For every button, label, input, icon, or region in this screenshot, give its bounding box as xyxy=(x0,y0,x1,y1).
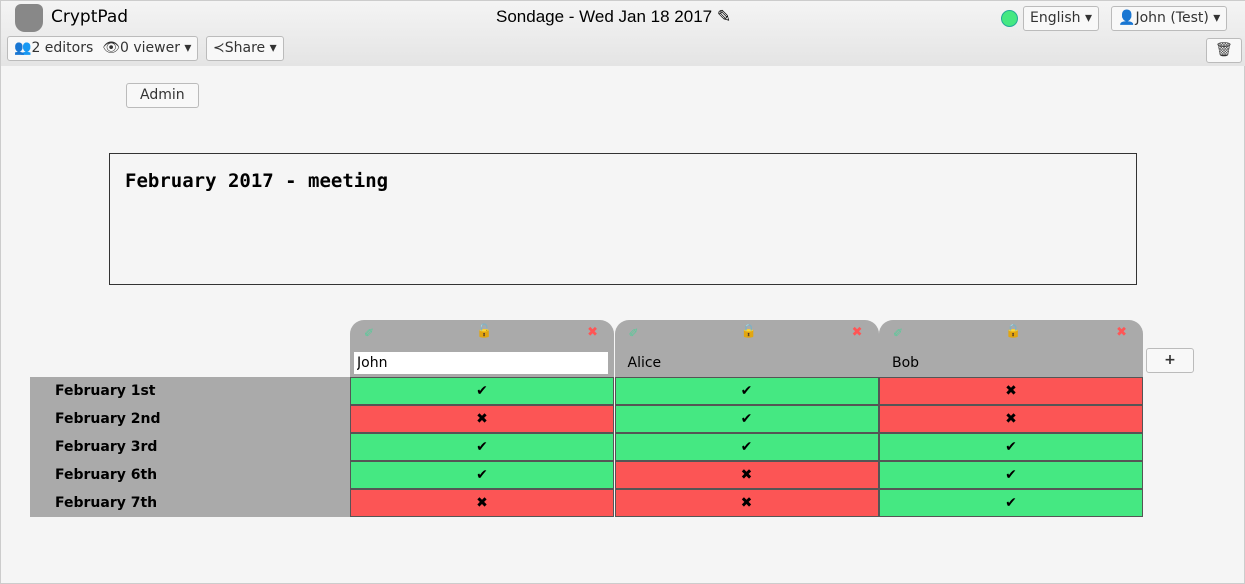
vote-cell[interactable]: ✔ xyxy=(879,433,1143,461)
remove-column-icon[interactable]: ✖ xyxy=(587,325,598,340)
edit-icon[interactable]: ✐ xyxy=(628,326,639,340)
pencil-icon[interactable]: ✎ xyxy=(716,7,732,26)
cross-icon: ✖ xyxy=(476,411,488,427)
add-column-button[interactable]: + xyxy=(1146,348,1194,373)
cross-icon: ✖ xyxy=(476,495,488,511)
user-label: John (Test) xyxy=(1135,10,1209,26)
cryptpad-logo-icon xyxy=(15,4,43,32)
column-name: Alice xyxy=(627,355,662,371)
caret-down-icon: ▾ xyxy=(1213,10,1221,26)
title-text: Sondage - Wed Jan 18 2017 xyxy=(496,7,713,26)
caret-down-icon: ▾ xyxy=(269,40,277,56)
check-icon: ✔ xyxy=(1005,439,1017,455)
column-header: ✐ 🔓 ✖ xyxy=(350,320,614,377)
row-label[interactable]: February 2nd xyxy=(30,405,350,433)
cross-icon: ✖ xyxy=(1005,411,1017,427)
check-icon: ✔ xyxy=(476,439,488,455)
vote-cell[interactable]: ✖ xyxy=(350,489,614,517)
cross-icon: ✖ xyxy=(740,467,753,483)
cross-icon: ✖ xyxy=(740,495,753,511)
check-icon: ✔ xyxy=(740,439,753,455)
app-name: CryptPad xyxy=(51,7,129,27)
vote-cell[interactable]: ✖ xyxy=(614,489,879,517)
poll-description[interactable]: February 2017 - meeting xyxy=(109,153,1137,285)
viewers-count: 0 viewer xyxy=(119,40,180,56)
vote-cell[interactable]: ✖ xyxy=(879,377,1143,405)
vote-cell[interactable]: ✔ xyxy=(614,433,879,461)
vote-cell[interactable]: ✔ xyxy=(350,461,614,489)
row-label[interactable]: February 1st xyxy=(30,377,350,405)
language-select[interactable]: English ▾ xyxy=(1023,6,1100,31)
edit-icon[interactable]: ✐ xyxy=(893,326,904,340)
column-name-input[interactable] xyxy=(354,352,608,374)
edit-icon[interactable]: ✐ xyxy=(364,326,375,340)
share-button[interactable]: ≺Share ▾ xyxy=(206,36,284,61)
unlock-icon[interactable]: 🔓 xyxy=(476,324,493,339)
row-label[interactable]: February 6th xyxy=(30,461,350,489)
vote-cell[interactable]: ✔ xyxy=(614,377,879,405)
vote-cell[interactable]: ✔ xyxy=(350,433,614,461)
trash-icon: 🗑 xyxy=(1215,42,1233,58)
language-label: English xyxy=(1030,10,1081,26)
lock-icon[interactable]: 🔒 xyxy=(740,324,757,339)
column-name: Bob xyxy=(892,355,920,371)
toolbar: CryptPad Sondage - Wed Jan 18 2017 ✎ Eng… xyxy=(1,1,1245,66)
vote-cell[interactable]: ✔ xyxy=(879,461,1143,489)
check-icon: ✔ xyxy=(740,383,753,399)
row-label[interactable]: February 3rd xyxy=(30,433,350,461)
lock-icon[interactable]: 🔒 xyxy=(1005,324,1022,339)
column-header: ✐ 🔒 ✖ Alice xyxy=(614,320,879,377)
check-icon: ✔ xyxy=(740,411,753,427)
pad-title[interactable]: Sondage - Wed Jan 18 2017 ✎ xyxy=(496,7,731,27)
share-icon: ≺ xyxy=(213,40,225,56)
users-icon: 👥 xyxy=(14,40,32,56)
check-icon: ✔ xyxy=(1005,467,1017,483)
vote-cell[interactable]: ✔ xyxy=(350,377,614,405)
row-label[interactable]: February 7th xyxy=(30,489,350,517)
remove-column-icon[interactable]: ✖ xyxy=(1116,325,1127,340)
admin-button[interactable]: Admin xyxy=(126,83,199,108)
check-icon: ✔ xyxy=(476,467,488,483)
connection-status-icon xyxy=(1001,10,1018,27)
vote-cell[interactable]: ✖ xyxy=(350,405,614,433)
caret-down-icon: ▾ xyxy=(1085,10,1093,26)
user-icon: 👤 xyxy=(1118,10,1136,26)
column-header: ✐ 🔒 ✖ Bob xyxy=(879,320,1143,377)
vote-cell[interactable]: ✔ xyxy=(614,405,879,433)
vote-cell[interactable]: ✖ xyxy=(614,461,879,489)
vote-cell[interactable]: ✔ xyxy=(879,489,1143,517)
eye-icon: 👁 xyxy=(102,40,120,56)
userlist-button[interactable]: 👥2 editors 👁0 viewer ▾ xyxy=(7,36,199,61)
check-icon: ✔ xyxy=(1005,495,1017,511)
remove-column-icon[interactable]: ✖ xyxy=(851,325,863,340)
user-menu[interactable]: 👤John (Test) ▾ xyxy=(1111,6,1228,31)
caret-down-icon: ▾ xyxy=(184,40,192,56)
trash-button[interactable]: 🗑 xyxy=(1206,38,1242,63)
share-label: Share xyxy=(224,40,266,56)
editors-count: 2 editors xyxy=(31,40,94,56)
vote-cell[interactable]: ✖ xyxy=(879,405,1143,433)
check-icon: ✔ xyxy=(476,383,488,399)
cross-icon: ✖ xyxy=(1005,383,1017,399)
